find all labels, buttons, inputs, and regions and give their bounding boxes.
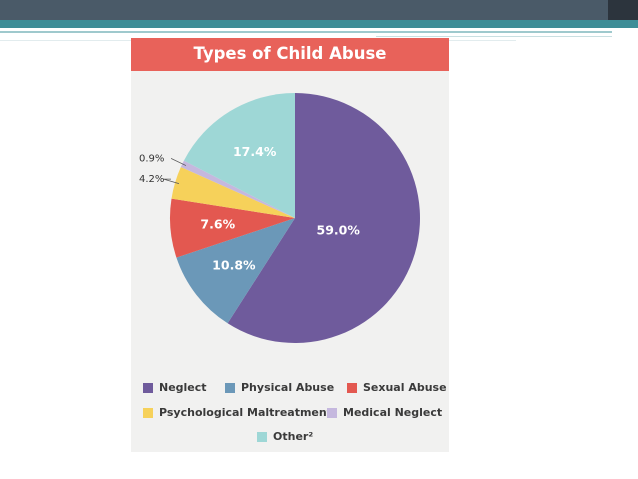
pie-slice-neglect bbox=[227, 93, 421, 343]
legend-swatch bbox=[143, 382, 153, 393]
legend-label: Other² bbox=[273, 430, 314, 443]
legend-item-other: Other² bbox=[257, 430, 313, 443]
slice-data-label: 10.8% bbox=[212, 258, 256, 273]
slide-decor-line bbox=[376, 36, 612, 37]
legend-swatch bbox=[257, 431, 267, 442]
legend-item-physical-abuse: Physical Abuse bbox=[225, 381, 334, 394]
legend-item-psychological-maltreatment: Psychological Maltreatment bbox=[143, 406, 332, 419]
chart-title: Types of Child Abuse bbox=[193, 44, 387, 63]
pie-slice-physical-abuse bbox=[176, 218, 295, 324]
pie-slice-sexual-abuse bbox=[170, 198, 295, 258]
slide-decor-line bbox=[0, 31, 612, 33]
chart-panel: Types of Child Abuse 59.0% 10.8% 7.6% 17.4%… bbox=[131, 38, 449, 452]
slice-data-label: 17.4% bbox=[233, 144, 277, 159]
legend-swatch bbox=[327, 407, 337, 418]
legend-swatch bbox=[143, 407, 153, 418]
legend-item-medical-neglect: Medical Neglect bbox=[327, 406, 442, 419]
pie-slice-other bbox=[183, 93, 295, 218]
slide-top-bar-corner bbox=[608, 0, 638, 20]
legend-label: Physical Abuse bbox=[241, 381, 335, 394]
legend-label: Psychological Maltreatment bbox=[159, 406, 332, 419]
pie-slice-psychological-maltreatment bbox=[171, 167, 295, 218]
slice-data-label: 7.6% bbox=[200, 216, 235, 231]
legend-swatch bbox=[225, 382, 235, 393]
legend-item-sexual-abuse: Sexual Abuse bbox=[347, 381, 447, 394]
pie-slice-medical-neglect bbox=[180, 160, 295, 218]
legend-label: Medical Neglect bbox=[343, 406, 443, 419]
callout-data-label: 4.2% bbox=[139, 174, 164, 185]
slide-top-bar bbox=[0, 0, 638, 20]
legend-swatch bbox=[347, 382, 357, 393]
slide-accent-line bbox=[0, 20, 638, 28]
legend-item-neglect: Neglect bbox=[143, 381, 207, 394]
legend-label: Sexual Abuse bbox=[363, 381, 447, 394]
callout-leader-line bbox=[163, 178, 180, 185]
chart-title-bar bbox=[131, 38, 449, 71]
callout-data-label: 0.9% bbox=[139, 154, 164, 165]
pie-chart: 59.0% 10.8% 7.6% 17.4% 4.2% 0.9% bbox=[139, 93, 421, 343]
slice-data-label: 59.0% bbox=[317, 223, 361, 238]
callout-leader-line bbox=[171, 158, 187, 166]
legend-label: Neglect bbox=[159, 381, 207, 394]
